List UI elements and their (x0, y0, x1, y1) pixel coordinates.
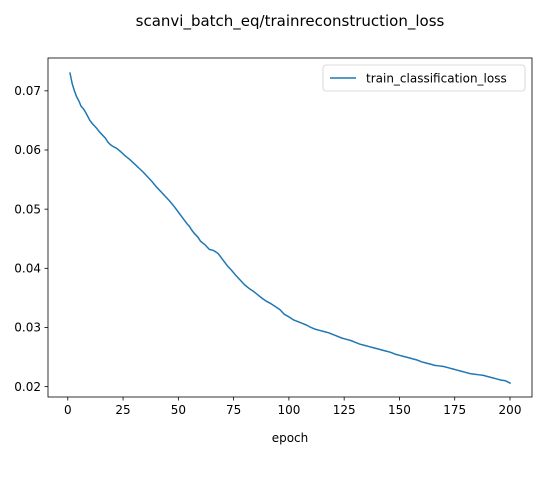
x-axis-ticks: 0 25 50 75 100 125 150 175 200 (64, 397, 521, 417)
series-line-train-classification-loss (69, 72, 512, 385)
y-tick-label: 0.07 (14, 84, 41, 98)
y-tick-label: 0.06 (14, 143, 41, 157)
axes-frame (47, 57, 533, 398)
chart-title: scanvi_batch_eq/trainreconstruction_loss (136, 12, 445, 31)
series-layer (69, 72, 512, 385)
x-tick-label: 125 (333, 403, 356, 417)
y-tick-label: 0.05 (14, 202, 41, 216)
legend-label-train-classification-loss: train_classification_loss (366, 72, 507, 86)
legend-box (322, 64, 526, 92)
x-tick-label: 25 (115, 403, 130, 417)
x-tick-label: 200 (499, 403, 522, 417)
x-tick-label: 0 (64, 403, 72, 417)
x-tick-label: 50 (171, 403, 186, 417)
x-tick-label: 175 (443, 403, 466, 417)
y-tick-label: 0.04 (14, 262, 41, 276)
x-tick-label: 150 (388, 403, 411, 417)
x-tick-label: 75 (226, 403, 241, 417)
legend: train_classification_loss (322, 64, 526, 92)
y-axis-ticks: 0.02 0.03 0.04 0.05 0.06 0.07 (14, 84, 48, 394)
x-axis-label: epoch (272, 431, 309, 445)
x-tick-label: 100 (277, 403, 300, 417)
y-tick-label: 0.03 (14, 321, 41, 335)
y-tick-label: 0.02 (14, 380, 41, 394)
